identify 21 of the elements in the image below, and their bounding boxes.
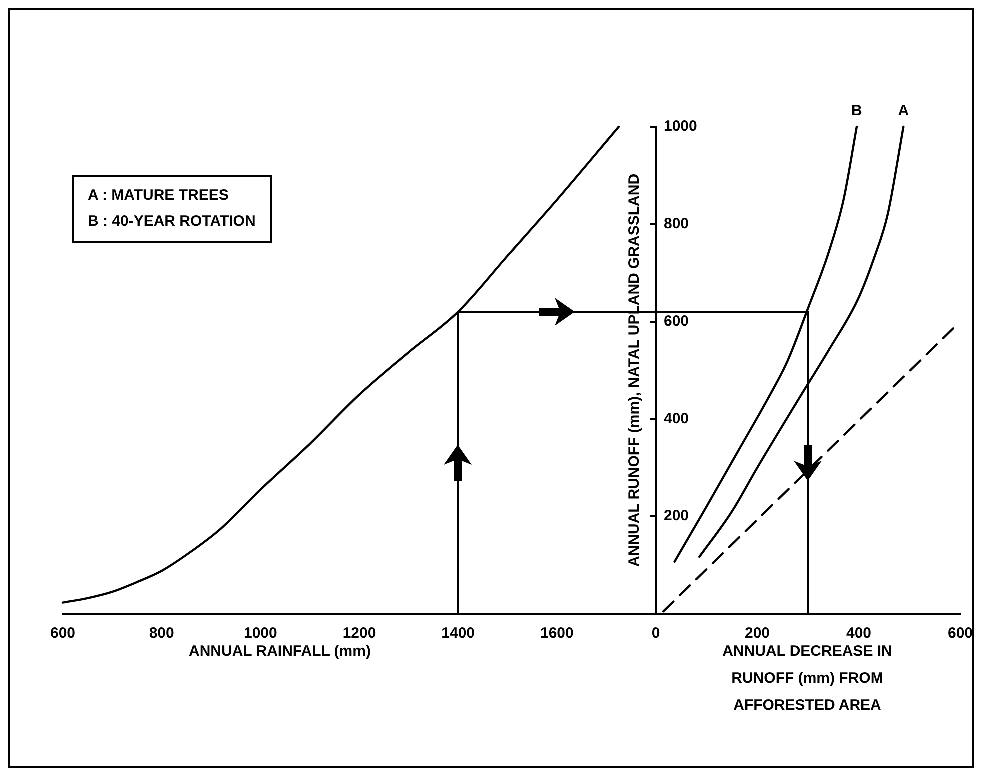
x-axis-title: ANNUAL DECREASE IN RUNOFF (mm) FROM AFFORESTED AREA: [722, 643, 892, 714]
x-tick-label: 800: [149, 625, 174, 642]
x-tick-label: 200: [744, 625, 770, 642]
y-tick-label: 1000: [664, 118, 698, 136]
y-tick-label: 400: [664, 410, 690, 428]
y-tick-label: 600: [664, 312, 690, 330]
x-tick-label: 1200: [342, 625, 376, 642]
series-label: A: [898, 102, 910, 120]
annotation: A : MATURE TREES: [88, 186, 230, 206]
series-label: B: [852, 102, 863, 120]
x-tick-label: 600: [50, 625, 76, 642]
x-tick-label: 1400: [442, 625, 476, 642]
x-tick-label: 0: [652, 625, 660, 642]
y-tick-label: 800: [664, 216, 690, 233]
x-tick-label: 400: [846, 625, 872, 642]
annotation: B : 40-YEAR ROTATION: [88, 212, 256, 232]
x-tick-label: 1000: [244, 625, 278, 642]
x-tick-label: 600: [948, 625, 973, 642]
x-tick-label: 1600: [540, 625, 574, 642]
x-axis-title: ANNUAL RAINFALL (mm): [189, 643, 371, 660]
y-tick-label: 200: [664, 508, 690, 525]
